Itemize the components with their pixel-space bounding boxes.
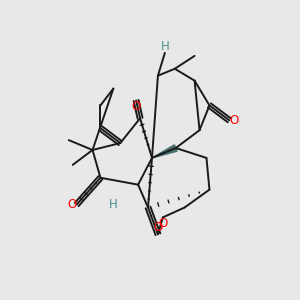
Text: O: O (68, 198, 77, 211)
Text: O: O (229, 114, 239, 127)
Polygon shape (152, 145, 177, 158)
Text: H: H (160, 40, 169, 53)
Text: H: H (108, 198, 117, 211)
Text: O: O (153, 221, 163, 234)
Text: O: O (158, 218, 167, 230)
Text: O: O (131, 100, 141, 113)
